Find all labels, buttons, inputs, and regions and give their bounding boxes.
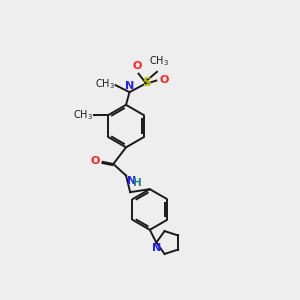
Text: H: H [134,178,142,188]
Text: S: S [142,76,151,89]
Text: O: O [133,61,142,70]
Text: N: N [127,176,136,186]
Text: CH$_3$: CH$_3$ [95,77,115,91]
Text: CH$_3$: CH$_3$ [149,54,169,68]
Text: N: N [125,81,134,91]
Text: CH$_3$: CH$_3$ [73,108,93,122]
Text: O: O [159,75,168,85]
Text: O: O [90,156,100,166]
Text: N: N [152,243,161,254]
